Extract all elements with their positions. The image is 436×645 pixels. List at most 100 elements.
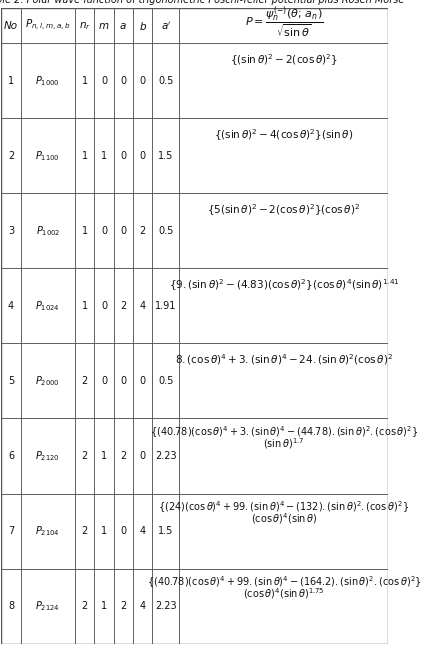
- Text: 0: 0: [101, 76, 107, 86]
- Bar: [180, 118, 388, 194]
- Text: 1: 1: [82, 151, 88, 161]
- Bar: [114, 419, 133, 493]
- Text: 0: 0: [120, 76, 126, 86]
- Bar: [152, 8, 180, 43]
- Bar: [94, 493, 114, 569]
- Text: 4: 4: [140, 301, 146, 311]
- Text: $P_{1100}$: $P_{1100}$: [35, 149, 60, 163]
- Text: $P_{1002}$: $P_{1002}$: [36, 224, 60, 238]
- Text: $P_{2120}$: $P_{2120}$: [35, 449, 60, 463]
- Bar: [1, 569, 21, 644]
- Text: 3: 3: [8, 226, 14, 236]
- Bar: [114, 268, 133, 343]
- Text: $P_{n,l,m,a,b}$: $P_{n,l,m,a,b}$: [25, 18, 71, 34]
- Text: $b$: $b$: [139, 20, 147, 32]
- Bar: [94, 268, 114, 343]
- Bar: [21, 194, 75, 268]
- Bar: [1, 194, 21, 268]
- Bar: [75, 118, 94, 194]
- Bar: [152, 493, 180, 569]
- Text: 0.5: 0.5: [158, 376, 174, 386]
- Bar: [180, 419, 388, 493]
- Text: $P_{2124}$: $P_{2124}$: [35, 599, 60, 613]
- Text: $m$: $m$: [98, 21, 110, 31]
- Bar: [1, 268, 21, 343]
- Text: 2: 2: [120, 451, 126, 461]
- Text: No: No: [4, 21, 18, 31]
- Bar: [180, 43, 388, 118]
- Bar: [133, 43, 152, 118]
- Text: 2: 2: [120, 301, 126, 311]
- Text: $P_{1024}$: $P_{1024}$: [35, 299, 60, 313]
- Bar: [180, 8, 388, 43]
- Text: 1: 1: [101, 526, 107, 536]
- Text: $\{(\sin\theta)^2 - 2(\cos\theta)^2\}$: $\{(\sin\theta)^2 - 2(\cos\theta)^2\}$: [230, 52, 338, 68]
- Bar: [75, 8, 94, 43]
- Bar: [114, 194, 133, 268]
- Bar: [75, 194, 94, 268]
- Text: $\{(40.78)(\cos\theta)^4 + 99.(\sin\theta)^4 - (164.2).(\sin\theta)^2.(\cos\thet: $\{(40.78)(\cos\theta)^4 + 99.(\sin\thet…: [146, 574, 421, 590]
- Bar: [133, 8, 152, 43]
- Bar: [180, 569, 388, 644]
- Text: 5: 5: [8, 376, 14, 386]
- Bar: [114, 493, 133, 569]
- Text: 1: 1: [101, 151, 107, 161]
- Text: 4: 4: [140, 526, 146, 536]
- Text: $n_r$: $n_r$: [78, 20, 91, 32]
- Bar: [21, 43, 75, 118]
- Text: 0: 0: [140, 76, 146, 86]
- Text: 2: 2: [82, 601, 88, 611]
- Bar: [152, 268, 180, 343]
- Bar: [180, 493, 388, 569]
- Bar: [1, 343, 21, 419]
- Bar: [152, 419, 180, 493]
- Text: 1: 1: [101, 601, 107, 611]
- Text: 4: 4: [8, 301, 14, 311]
- Bar: [1, 419, 21, 493]
- Text: 0: 0: [140, 376, 146, 386]
- Text: 1.5: 1.5: [158, 151, 174, 161]
- Text: 2: 2: [82, 526, 88, 536]
- Bar: [94, 43, 114, 118]
- Text: 7: 7: [8, 526, 14, 536]
- Bar: [133, 343, 152, 419]
- Bar: [21, 569, 75, 644]
- Bar: [133, 419, 152, 493]
- Bar: [133, 268, 152, 343]
- Text: 1.91: 1.91: [155, 301, 177, 311]
- Bar: [75, 493, 94, 569]
- Bar: [152, 569, 180, 644]
- Text: $(\cos\theta)^4(\sin\theta)^{1.75}$: $(\cos\theta)^4(\sin\theta)^{1.75}$: [243, 586, 325, 600]
- Text: $P = \dfrac{\psi_n^{(-)}(\theta;\, a_n)}{\sqrt{\sin\theta}}$: $P = \dfrac{\psi_n^{(-)}(\theta;\, a_n)}…: [245, 5, 323, 40]
- Bar: [152, 194, 180, 268]
- Bar: [94, 419, 114, 493]
- Bar: [21, 8, 75, 43]
- Text: $\{(24)(\cos\theta)^4 + 99.(\sin\theta)^4 - (132).(\sin\theta)^2.(\cos\theta)^2\: $\{(24)(\cos\theta)^4 + 99.(\sin\theta)^…: [158, 499, 409, 515]
- Text: $P_{2000}$: $P_{2000}$: [35, 374, 60, 388]
- Bar: [152, 343, 180, 419]
- Bar: [75, 268, 94, 343]
- Bar: [133, 493, 152, 569]
- Text: 0: 0: [140, 451, 146, 461]
- Bar: [180, 194, 388, 268]
- Bar: [180, 343, 388, 419]
- Bar: [21, 493, 75, 569]
- Text: 0: 0: [120, 151, 126, 161]
- Text: $\{(\sin\theta)^2 - 4(\cos\theta)^2\}(\sin\theta)$: $\{(\sin\theta)^2 - 4(\cos\theta)^2\}(\s…: [215, 127, 354, 143]
- Text: $P_{1000}$: $P_{1000}$: [35, 74, 60, 88]
- Text: $8.(\cos\theta)^4 + 3.(\sin\theta)^4 - 24.(\sin\theta)^2(\cos\theta)^2$: $8.(\cos\theta)^4 + 3.(\sin\theta)^4 - 2…: [175, 353, 393, 368]
- Bar: [94, 343, 114, 419]
- Text: $a'$: $a'$: [160, 19, 171, 32]
- Text: $(\sin\theta)^{1.7}$: $(\sin\theta)^{1.7}$: [263, 436, 304, 451]
- Text: 0.5: 0.5: [158, 76, 174, 86]
- Bar: [152, 43, 180, 118]
- Bar: [21, 343, 75, 419]
- Text: 2: 2: [82, 376, 88, 386]
- Bar: [94, 118, 114, 194]
- Bar: [1, 118, 21, 194]
- Text: 2: 2: [120, 601, 126, 611]
- Text: 2.23: 2.23: [155, 601, 177, 611]
- Bar: [152, 118, 180, 194]
- Bar: [133, 569, 152, 644]
- Text: 0.5: 0.5: [158, 226, 174, 236]
